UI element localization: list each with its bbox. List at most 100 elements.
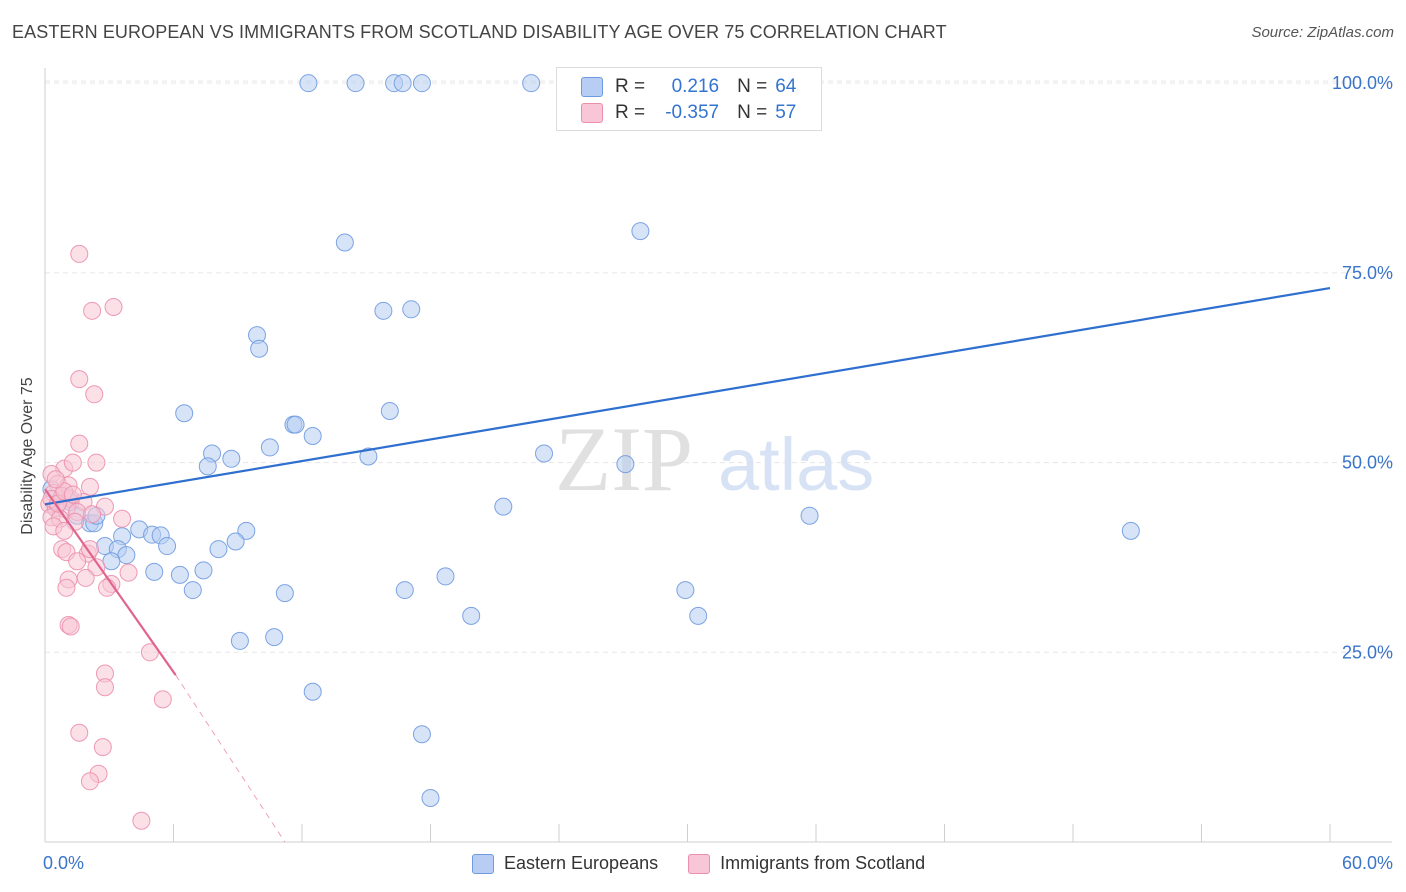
data-point	[198, 457, 217, 476]
trend-lines	[44, 286, 1331, 843]
data-point	[299, 74, 318, 93]
data-point	[95, 678, 114, 697]
chart-title: EASTERN EUROPEAN VS IMMIGRANTS FROM SCOT…	[12, 22, 947, 42]
data-point	[70, 370, 89, 389]
legend-row-immigrants-from-scotland: R = -0.357 N = 57	[581, 101, 805, 125]
trend-line-eastern-europeans	[44, 286, 1331, 506]
data-point	[260, 438, 279, 457]
x-tick-label: 0.0%	[43, 853, 84, 873]
data-point	[145, 562, 164, 581]
watermark-atlas: atlas	[718, 423, 874, 506]
legend-item-immigrants-from-scotland[interactable]: Immigrants from Scotland	[688, 853, 925, 874]
data-point	[158, 537, 177, 556]
r-label: R =	[615, 102, 646, 123]
data-point	[87, 558, 106, 577]
n-value: 64	[775, 76, 797, 97]
data-point	[153, 690, 172, 709]
data-point	[102, 552, 121, 571]
y-tick-label: 100.0%	[1332, 73, 1393, 93]
data-point	[93, 738, 112, 757]
data-point	[535, 444, 554, 463]
data-point	[631, 222, 650, 241]
data-point	[303, 427, 322, 446]
data-point	[119, 563, 138, 582]
data-point	[522, 74, 541, 93]
data-point	[616, 455, 635, 474]
n-label: N =	[737, 76, 768, 97]
data-point	[265, 628, 284, 647]
data-point	[83, 505, 102, 524]
y-tick-label: 50.0%	[1342, 453, 1393, 473]
data-point	[175, 404, 194, 423]
data-point	[80, 540, 99, 559]
x-tick-label: 60.0%	[1342, 853, 1393, 873]
data-point	[209, 540, 228, 559]
data-point	[132, 811, 151, 830]
data-point	[374, 301, 393, 320]
axes	[44, 68, 1392, 843]
y-tick-label: 75.0%	[1342, 263, 1393, 283]
legend-row-eastern-europeans: R = 0.216 N = 64	[581, 75, 805, 99]
data-point	[80, 477, 99, 496]
legend-swatch-blue	[581, 77, 603, 97]
data-point	[393, 74, 412, 93]
watermark: ZIP atlas	[555, 408, 874, 510]
data-point	[494, 497, 513, 516]
r-label: R =	[615, 76, 646, 97]
r-value: 0.216	[671, 76, 720, 97]
data-point	[85, 385, 104, 404]
data-point	[1121, 521, 1140, 540]
data-point	[46, 470, 65, 489]
data-point	[380, 401, 399, 420]
correlation-legend: R = 0.216 N = 64 R = -0.357 N = 57	[556, 67, 822, 131]
n-value: 57	[775, 102, 797, 123]
data-point	[462, 606, 481, 625]
data-point	[61, 617, 80, 636]
data-point	[335, 233, 354, 252]
data-point	[194, 561, 213, 580]
data-point	[359, 447, 378, 466]
series-legend: Eastern Europeans Immigrants from Scotla…	[472, 853, 955, 874]
legend-swatch-blue	[472, 853, 494, 874]
tick-labels: 25.0% 50.0% 75.0% 100.0% 0.0% 60.0%	[43, 73, 1393, 873]
data-point	[113, 509, 132, 528]
data-point	[70, 244, 89, 263]
data-point	[57, 578, 76, 597]
data-point	[70, 434, 89, 453]
data-point	[170, 565, 189, 584]
n-label: N =	[737, 102, 768, 123]
data-point	[87, 453, 106, 472]
data-point	[68, 552, 87, 571]
data-point	[303, 682, 322, 701]
data-point	[286, 415, 305, 434]
y-tick-label: 25.0%	[1342, 642, 1393, 662]
legend-label: Eastern Europeans	[504, 853, 659, 873]
data-point	[250, 339, 269, 358]
legend-item-eastern-europeans[interactable]: Eastern Europeans	[472, 853, 658, 874]
data-point	[183, 581, 202, 600]
data-point	[80, 772, 99, 791]
data-point	[237, 521, 256, 540]
data-point	[395, 581, 414, 600]
data-point	[412, 725, 431, 744]
data-point	[800, 506, 819, 525]
data-point	[222, 449, 241, 468]
data-point	[55, 521, 74, 540]
trend-line-immigrants-from-scotland	[44, 488, 177, 676]
data-point	[676, 581, 695, 600]
data-point	[421, 788, 440, 807]
data-point	[63, 453, 82, 472]
data-point	[117, 546, 136, 565]
data-point	[70, 723, 89, 742]
data-point	[402, 300, 421, 319]
gridlines	[45, 80, 1392, 653]
data-point	[76, 568, 95, 587]
data-point	[275, 584, 294, 603]
data-point	[230, 631, 249, 650]
r-value: -0.357	[665, 102, 720, 123]
source-label: Source: ZipAtlas.com	[1251, 24, 1394, 41]
data-point	[226, 532, 245, 551]
data-point	[689, 606, 708, 625]
data-point	[412, 74, 431, 93]
